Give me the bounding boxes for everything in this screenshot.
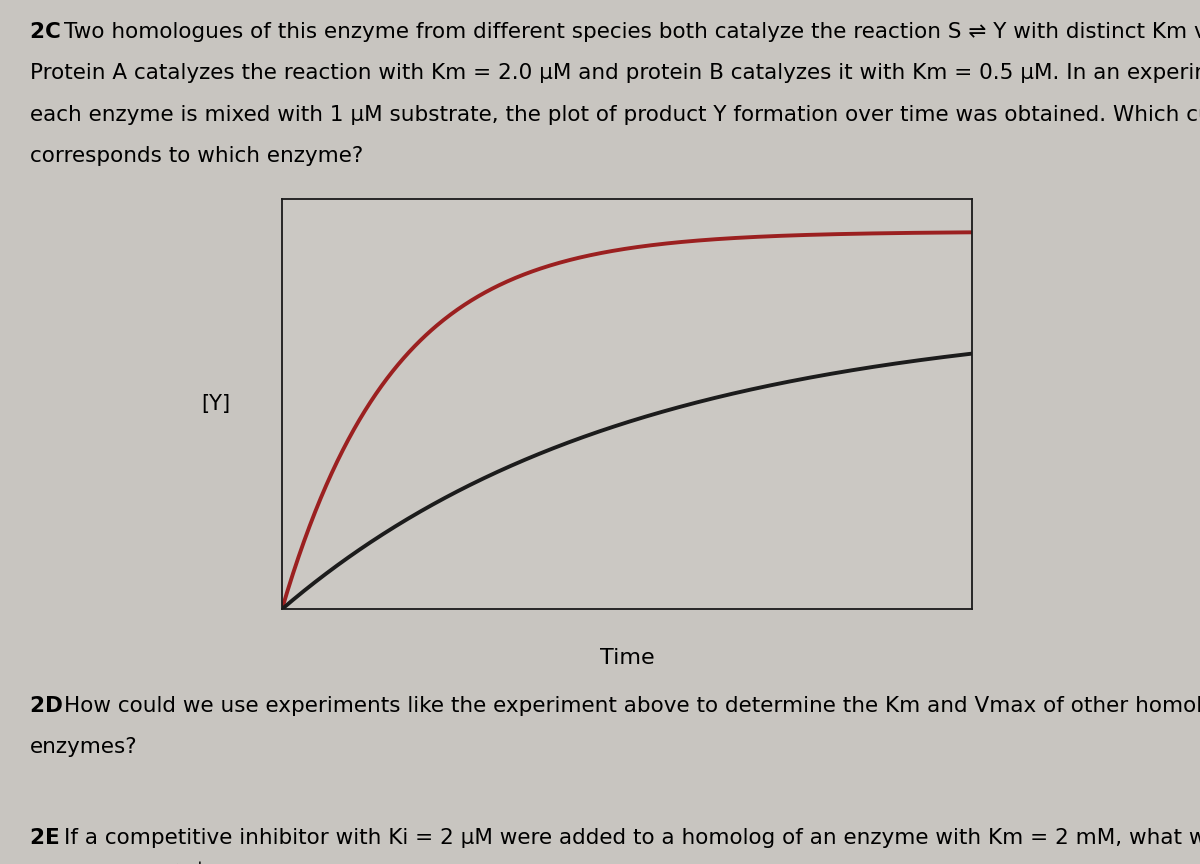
Text: Time: Time: [600, 648, 654, 668]
Text: If a competitive inhibitor with Ki = 2 μM were added to a homolog of an enzyme w: If a competitive inhibitor with Ki = 2 μ…: [64, 829, 1200, 848]
Text: [Y]: [Y]: [202, 394, 230, 414]
Text: 2C: 2C: [30, 22, 68, 41]
Text: each enzyme is mixed with 1 μM substrate, the plot of product Y formation over t: each enzyme is mixed with 1 μM substrate…: [30, 105, 1200, 124]
Text: enzymes?: enzymes?: [30, 737, 138, 757]
Text: corresponds to which enzyme?: corresponds to which enzyme?: [30, 146, 364, 166]
Text: 2D: 2D: [30, 696, 71, 715]
Text: 2E: 2E: [30, 829, 67, 848]
Text: Protein A catalyzes the reaction with Km = 2.0 μM and protein B catalyzes it wit: Protein A catalyzes the reaction with Km…: [30, 63, 1200, 83]
Text: How could we use experiments like the experiment above to determine the Km and V: How could we use experiments like the ex…: [64, 696, 1200, 715]
Text: Two homologues of this enzyme from different species both catalyze the reaction : Two homologues of this enzyme from diffe…: [64, 22, 1200, 41]
Text: apparent: apparent: [131, 861, 204, 864]
